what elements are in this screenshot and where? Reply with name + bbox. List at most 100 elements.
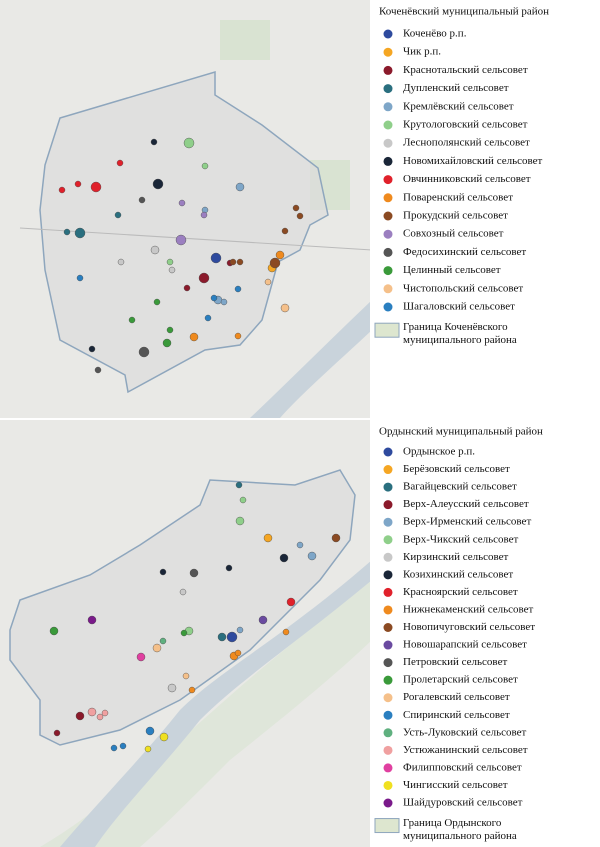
settlement-dot bbox=[150, 245, 160, 255]
legend-panel bbox=[370, 420, 600, 847]
legend-swatch bbox=[383, 156, 393, 166]
legend-swatch bbox=[383, 447, 393, 457]
legend-panel bbox=[370, 0, 600, 418]
settlement-dot bbox=[200, 211, 208, 219]
settlement-dot bbox=[162, 338, 172, 348]
legend-label: Кремлёвский сельсовет bbox=[403, 100, 514, 112]
settlement-dot bbox=[210, 294, 218, 302]
legend-label: Верх-Ирменский сельсовет bbox=[403, 516, 531, 528]
settlement-dot bbox=[235, 182, 245, 192]
legend-label: Верх-Чикский сельсовет bbox=[403, 533, 519, 545]
settlement-dot bbox=[145, 726, 155, 736]
settlement-dot bbox=[110, 744, 118, 752]
legend-swatch bbox=[383, 482, 393, 492]
settlement-dot bbox=[280, 303, 290, 313]
legend-label: Козихинский сельсовет bbox=[403, 568, 513, 580]
settlement-dot bbox=[178, 199, 186, 207]
legend-label: Чингисский сельсовет bbox=[403, 779, 508, 791]
settlement-dot bbox=[63, 228, 71, 236]
settlement-dot bbox=[263, 533, 273, 543]
settlement-dot bbox=[198, 272, 210, 284]
settlement-dot bbox=[204, 314, 212, 322]
settlement-dot bbox=[264, 278, 272, 286]
legend-label: Федосихинский сельсовет bbox=[403, 246, 526, 258]
settlement-dot bbox=[152, 178, 164, 190]
settlement-dot bbox=[188, 686, 196, 694]
legend-swatch bbox=[383, 640, 393, 650]
settlement-dot bbox=[235, 516, 245, 526]
settlement-dot bbox=[128, 316, 136, 324]
legend-label: Шайдуровский сельсовет bbox=[403, 797, 523, 809]
settlement-dot bbox=[159, 568, 167, 576]
boundary-label-box: Граница Коченёвского муниципального райо… bbox=[403, 321, 517, 347]
legend-label: Рогалевский сельсовет bbox=[403, 691, 510, 703]
legend-swatch bbox=[383, 552, 393, 562]
legend-swatch bbox=[383, 65, 393, 75]
settlement-dot bbox=[159, 732, 169, 742]
settlement-dot bbox=[114, 211, 122, 219]
settlement-dot bbox=[76, 274, 84, 282]
settlement-dot bbox=[189, 332, 199, 342]
settlement-dot bbox=[180, 629, 188, 637]
settlement-dot bbox=[236, 626, 244, 634]
settlement-dot bbox=[175, 234, 187, 246]
legend-swatch bbox=[383, 658, 393, 668]
legend-label: Шагаловский сельсовет bbox=[403, 301, 515, 313]
boundary-swatch bbox=[374, 818, 400, 834]
settlement-dot bbox=[225, 564, 233, 572]
legend-swatch bbox=[383, 247, 393, 257]
legend-swatch bbox=[383, 745, 393, 755]
legend-swatch bbox=[383, 29, 393, 39]
legend-swatch bbox=[383, 229, 393, 239]
settlement-dot bbox=[136, 652, 146, 662]
legend-swatch bbox=[383, 500, 393, 510]
legend-label: Целинный сельсовет bbox=[403, 264, 501, 276]
legend-label: Дупленский сельсовет bbox=[403, 82, 509, 94]
legend-label: Новопичуговский сельсовет bbox=[403, 621, 535, 633]
legend-label: Устюжанинский сельсовет bbox=[403, 744, 528, 756]
legend-swatch bbox=[383, 284, 393, 294]
settlement-dot bbox=[159, 637, 167, 645]
settlement-dot bbox=[201, 162, 209, 170]
settlement-dot bbox=[269, 257, 281, 269]
settlement-dot bbox=[74, 180, 82, 188]
boundary-label: Граница Коченёвского муниципального райо… bbox=[403, 321, 517, 347]
settlement-dot bbox=[189, 568, 199, 578]
settlement-dot bbox=[275, 250, 285, 260]
settlement-dot bbox=[279, 553, 289, 563]
legend-label: Крутологовский сельсовет bbox=[403, 119, 528, 131]
settlement-dot bbox=[235, 481, 243, 489]
legend-label: Новошарапский сельсовет bbox=[403, 639, 527, 651]
legend-swatch bbox=[383, 102, 393, 112]
legend-swatch bbox=[383, 211, 393, 221]
legend-label: Ордынское р.п. bbox=[403, 446, 475, 458]
legend-label: Красноярский сельсовет bbox=[403, 586, 518, 598]
legend-swatch bbox=[383, 175, 393, 185]
settlement-dot bbox=[286, 597, 296, 607]
settlement-dot bbox=[234, 649, 242, 657]
settlement-dot bbox=[210, 252, 222, 264]
legend-label: Прокудский сельсовет bbox=[403, 210, 508, 222]
settlement-dot bbox=[53, 729, 61, 737]
legend-label: Чик р.п. bbox=[403, 46, 441, 58]
settlement-dot bbox=[119, 742, 127, 750]
legend-swatch bbox=[383, 623, 393, 632]
settlement-dot bbox=[296, 212, 304, 220]
settlement-dot bbox=[229, 258, 237, 266]
legend-label: Леснополянский сельсовет bbox=[403, 137, 530, 149]
settlement-dot bbox=[144, 745, 152, 753]
legend-swatch bbox=[383, 302, 393, 312]
legend-label: Поваренский сельсовет bbox=[403, 191, 513, 203]
legend-label: Нижнекаменский сельсовет bbox=[403, 603, 534, 615]
legend-label: Совхозный сельсовет bbox=[403, 228, 504, 240]
settlement-dot bbox=[152, 643, 162, 653]
settlement-dot bbox=[183, 284, 191, 292]
legend-label: Спиринский сельсовет bbox=[403, 709, 510, 721]
legend-label: Вагайцевский сельсовет bbox=[403, 481, 517, 493]
settlement-dot bbox=[167, 683, 177, 693]
legend-swatch bbox=[383, 605, 393, 615]
river bbox=[250, 300, 372, 418]
reservoir bbox=[60, 560, 372, 847]
